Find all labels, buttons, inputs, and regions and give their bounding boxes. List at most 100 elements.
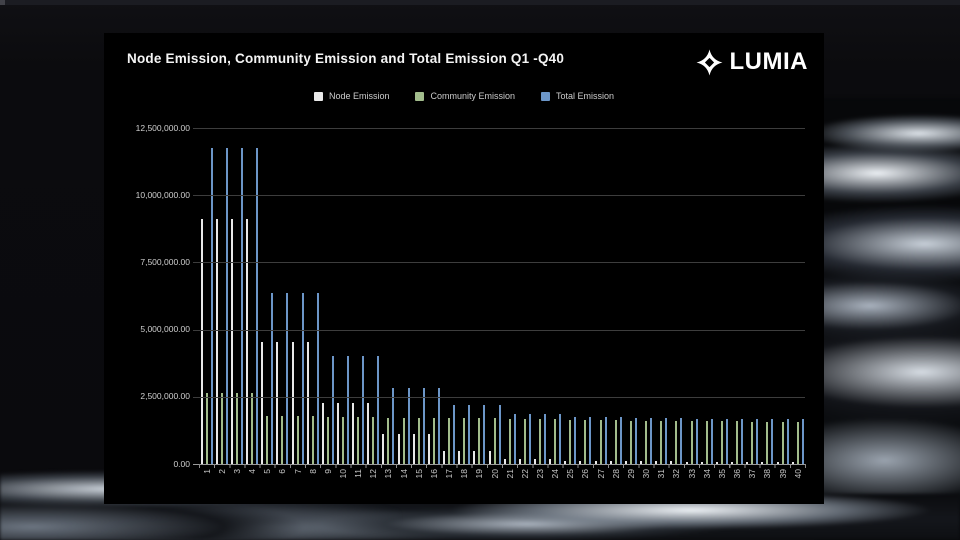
bar-community-emission-q24 bbox=[554, 419, 557, 464]
bar-total-emission-q37 bbox=[756, 419, 759, 464]
bar-community-emission-q6 bbox=[281, 415, 284, 464]
bar-total-emission-q8 bbox=[316, 293, 319, 464]
x-axis-label-q10: 10 bbox=[337, 469, 348, 479]
bar-node-emission-q26 bbox=[579, 460, 582, 464]
bar-total-emission-q26 bbox=[589, 416, 592, 464]
x-axis-label-q20: 20 bbox=[489, 469, 500, 479]
bar-group-q36 bbox=[729, 128, 744, 464]
x-axis-label-q25: 25 bbox=[565, 469, 576, 479]
bar-group-q26 bbox=[578, 128, 593, 464]
bar-community-emission-q38 bbox=[766, 421, 769, 464]
bar-node-emission-q11 bbox=[352, 402, 355, 464]
x-axis-labels: 1 2 3 4 5 6 7 8 9 10 11 12 13 14 15 16 17 18 19 20 21 22 23 24 2… bbox=[199, 469, 805, 497]
legend-swatch bbox=[541, 91, 551, 101]
chart-title: Node Emission, Community Emission and To… bbox=[127, 51, 565, 66]
legend-swatch bbox=[415, 91, 425, 101]
bar-total-emission-q25 bbox=[574, 416, 577, 464]
bar-total-emission-q2 bbox=[225, 148, 228, 464]
legend-swatch bbox=[313, 91, 323, 101]
bar-node-emission-q10 bbox=[336, 402, 339, 464]
bar-community-emission-q28 bbox=[614, 419, 617, 464]
bar-community-emission-q13 bbox=[387, 417, 390, 464]
x-axis-label-q22: 22 bbox=[519, 469, 530, 479]
bar-group-q1 bbox=[199, 128, 214, 464]
bar-community-emission-q15 bbox=[417, 417, 420, 464]
bar-node-emission-q36 bbox=[731, 461, 734, 464]
bar-total-emission-q5 bbox=[271, 293, 274, 464]
legend-item-total-emission: Total Emission bbox=[541, 91, 614, 101]
x-axis-label-q17: 17 bbox=[444, 469, 455, 479]
bar-group-q15 bbox=[411, 128, 426, 464]
bar-group-q37 bbox=[745, 128, 760, 464]
x-axis-label-q24: 24 bbox=[550, 469, 561, 479]
bar-total-emission-q36 bbox=[741, 418, 744, 464]
bar-group-q30 bbox=[639, 128, 654, 464]
bar-total-emission-q24 bbox=[559, 413, 562, 464]
bar-node-emission-q39 bbox=[776, 461, 779, 464]
bar-total-emission-q31 bbox=[665, 417, 668, 464]
bar-node-emission-q20 bbox=[488, 451, 491, 464]
x-axis-label-q36: 36 bbox=[732, 469, 743, 479]
bar-community-emission-q27 bbox=[599, 419, 602, 464]
x-axis-label-q37: 37 bbox=[747, 469, 758, 479]
bar-community-emission-q3 bbox=[235, 392, 238, 464]
lumia-logo: LUMIA bbox=[696, 48, 808, 76]
x-axis-label-q26: 26 bbox=[580, 469, 591, 479]
bar-node-emission-q37 bbox=[746, 461, 749, 464]
bar-node-emission-q35 bbox=[715, 461, 718, 464]
bar-group-q6 bbox=[275, 128, 290, 464]
bar-group-q22 bbox=[517, 128, 532, 464]
bar-total-emission-q13 bbox=[392, 388, 395, 464]
bar-group-q12 bbox=[366, 128, 381, 464]
bar-community-emission-q5 bbox=[266, 415, 269, 464]
bar-total-emission-q14 bbox=[407, 388, 410, 464]
bar-total-emission-q29 bbox=[634, 417, 637, 464]
bar-total-emission-q28 bbox=[619, 416, 622, 464]
bar-node-emission-q40 bbox=[791, 461, 794, 464]
legend-item-node-emission: Node Emission bbox=[313, 91, 389, 101]
bar-node-emission-q18 bbox=[458, 451, 461, 464]
bar-group-q4 bbox=[244, 128, 259, 464]
x-axis-label-q7: 7 bbox=[292, 469, 303, 474]
bar-group-q11 bbox=[351, 128, 366, 464]
x-axis-label-q33: 33 bbox=[686, 469, 697, 479]
legend-item-community-emission: Community Emission bbox=[415, 91, 515, 101]
bar-group-q7 bbox=[290, 128, 305, 464]
bar-total-emission-q34 bbox=[710, 418, 713, 464]
bar-node-emission-q31 bbox=[655, 461, 658, 464]
bar-group-q38 bbox=[760, 128, 775, 464]
bar-group-q16 bbox=[426, 128, 441, 464]
bar-node-emission-q13 bbox=[382, 434, 385, 464]
bar-total-emission-q9 bbox=[331, 355, 334, 464]
bar-community-emission-q9 bbox=[326, 417, 329, 464]
bar-group-q9 bbox=[320, 128, 335, 464]
bar-node-emission-q33 bbox=[685, 461, 688, 464]
bar-group-q23 bbox=[532, 128, 547, 464]
x-axis-label-q40: 40 bbox=[792, 469, 803, 479]
bar-node-emission-q9 bbox=[321, 402, 324, 464]
bar-group-q24 bbox=[548, 128, 563, 464]
bar-node-emission-q29 bbox=[624, 461, 627, 464]
bar-total-emission-q12 bbox=[377, 355, 380, 464]
gridline bbox=[193, 262, 805, 264]
x-axis-label-q38: 38 bbox=[762, 469, 773, 479]
bar-community-emission-q10 bbox=[341, 417, 344, 464]
bar-node-emission-q25 bbox=[564, 460, 567, 464]
bar-community-emission-q18 bbox=[463, 418, 466, 464]
bar-node-emission-q32 bbox=[670, 461, 673, 464]
x-axis-tick-marks bbox=[199, 464, 806, 468]
x-axis-label-q30: 30 bbox=[641, 469, 652, 479]
bar-community-emission-q26 bbox=[584, 419, 587, 464]
bar-group-q34 bbox=[699, 128, 714, 464]
bar-group-q29 bbox=[623, 128, 638, 464]
bar-node-emission-q3 bbox=[230, 219, 233, 464]
bar-node-emission-q17 bbox=[443, 451, 446, 464]
bar-total-emission-q19 bbox=[483, 405, 486, 464]
bar-community-emission-q1 bbox=[205, 392, 208, 464]
chart-legend: Node Emission Community Emission Total E… bbox=[104, 91, 824, 101]
x-axis-label-q23: 23 bbox=[535, 469, 546, 479]
x-axis-label-q15: 15 bbox=[413, 469, 424, 479]
bar-group-q10 bbox=[335, 128, 350, 464]
x-axis-label-q2: 2 bbox=[216, 469, 227, 474]
bar-node-emission-q21 bbox=[503, 458, 506, 464]
